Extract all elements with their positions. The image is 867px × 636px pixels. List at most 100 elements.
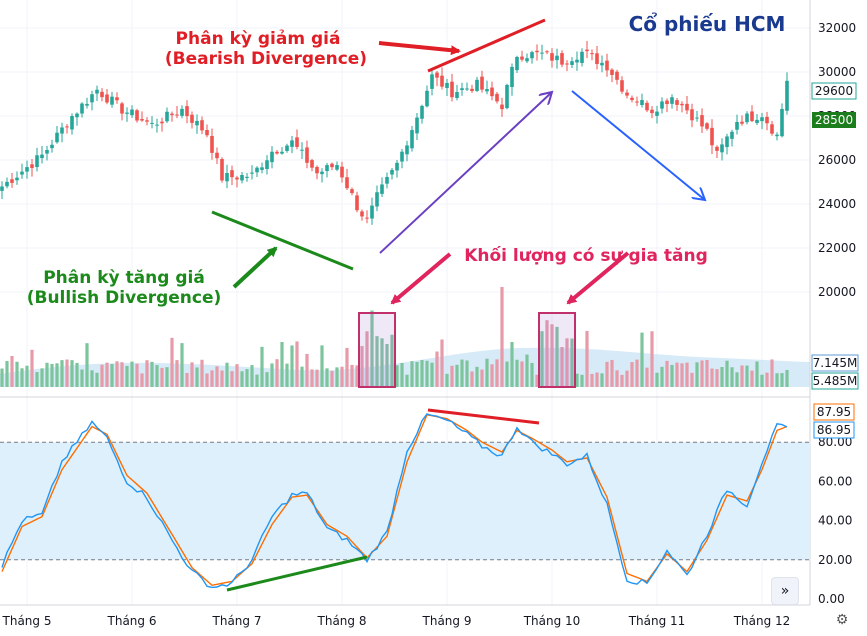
volume-bar bbox=[255, 374, 259, 387]
bearish-trendline bbox=[427, 18, 546, 73]
volume-bar bbox=[205, 373, 209, 387]
candle-body bbox=[430, 74, 434, 89]
volume-bars bbox=[0, 287, 810, 388]
x-tick-label: Tháng 12 bbox=[733, 614, 791, 628]
volume-bar bbox=[225, 362, 229, 387]
candle-body bbox=[75, 113, 79, 118]
volume-bar bbox=[630, 362, 634, 387]
volume-bar bbox=[610, 359, 614, 387]
volume-bar bbox=[715, 369, 719, 387]
volume-bar bbox=[5, 361, 9, 387]
volume-bar bbox=[575, 373, 579, 387]
volume-bar bbox=[650, 331, 654, 387]
candle-body bbox=[160, 121, 164, 124]
candle-body bbox=[325, 165, 329, 172]
candle-body bbox=[190, 114, 194, 123]
y-tick-label: 22000 bbox=[818, 241, 856, 255]
candle-body bbox=[250, 172, 254, 174]
volume-bar bbox=[605, 361, 609, 387]
volume-bar bbox=[740, 365, 744, 387]
candle-body bbox=[715, 146, 719, 151]
volume-bar bbox=[440, 339, 444, 387]
volume-bar bbox=[375, 336, 379, 387]
candle-body bbox=[110, 96, 114, 105]
candle-body bbox=[535, 50, 539, 53]
candle-body bbox=[195, 120, 199, 126]
volume-bar bbox=[210, 370, 214, 387]
volume-bar bbox=[580, 374, 584, 387]
candle-body bbox=[620, 80, 624, 92]
volume-bar bbox=[560, 347, 564, 387]
volume-bar bbox=[305, 353, 309, 387]
gear-icon[interactable]: ⚙ bbox=[835, 612, 849, 628]
volume-bar bbox=[485, 358, 489, 387]
volume-bar bbox=[475, 366, 479, 387]
candle-body bbox=[630, 97, 634, 101]
candle-body bbox=[605, 60, 609, 71]
volume-note-label: Khối lượng có sự gia tăng bbox=[464, 245, 708, 266]
volume-bar bbox=[665, 360, 669, 387]
volume-bar bbox=[480, 369, 484, 387]
volume-bar bbox=[365, 331, 369, 387]
bullish-trendline bbox=[211, 210, 354, 271]
volume-bar bbox=[645, 367, 649, 387]
candle-body bbox=[120, 103, 124, 114]
stoch-tick-label: 80.00 bbox=[818, 435, 852, 449]
candle-body bbox=[180, 108, 184, 116]
downtrend-arrow bbox=[571, 90, 705, 200]
candle-body bbox=[55, 132, 59, 143]
volume-bar bbox=[430, 362, 434, 387]
candle-body bbox=[320, 171, 324, 175]
volume-bar bbox=[330, 371, 334, 387]
candle-body bbox=[285, 145, 289, 151]
candle-body bbox=[335, 165, 339, 170]
candle-body bbox=[485, 89, 489, 92]
volume-bar bbox=[660, 366, 664, 387]
volume-bar bbox=[265, 372, 269, 387]
volume-bar bbox=[420, 360, 424, 387]
candle-body bbox=[625, 92, 629, 96]
volume-bar bbox=[730, 367, 734, 387]
volume-bar bbox=[410, 361, 414, 387]
candle-body bbox=[580, 51, 584, 63]
volume-bar bbox=[245, 369, 249, 387]
volume-bar bbox=[360, 346, 364, 387]
x-tick-label: Tháng 11 bbox=[628, 614, 686, 628]
volume-bar bbox=[85, 343, 89, 387]
candle-body bbox=[355, 195, 359, 211]
chevron-double-right-icon[interactable]: » bbox=[771, 577, 799, 605]
volume-bar bbox=[655, 372, 659, 387]
volume-bar bbox=[195, 367, 199, 387]
volume-highlight-box bbox=[358, 312, 396, 388]
candle-body bbox=[115, 97, 119, 101]
candle-body bbox=[175, 114, 179, 116]
volume-bar bbox=[125, 365, 129, 387]
volume-bar bbox=[585, 330, 589, 387]
volume-bar bbox=[460, 359, 464, 387]
y-tick-label: 32000 bbox=[818, 21, 856, 35]
candle-body bbox=[710, 127, 714, 146]
candle-body bbox=[500, 104, 504, 110]
stoch-tick-label: 20.00 bbox=[818, 553, 852, 567]
candle-body bbox=[645, 102, 649, 111]
candle-body bbox=[260, 167, 264, 170]
volume-bar bbox=[340, 366, 344, 387]
volume-bar bbox=[690, 372, 694, 387]
volume-bar bbox=[615, 370, 619, 387]
candle-body bbox=[240, 175, 244, 181]
volume-bar bbox=[75, 362, 79, 387]
candle-body bbox=[435, 72, 439, 78]
volume-bar bbox=[185, 373, 189, 387]
volume-bar bbox=[405, 374, 409, 387]
candle-body bbox=[740, 121, 744, 124]
candle-body bbox=[45, 149, 49, 154]
volume-bar bbox=[280, 341, 284, 387]
volume-bar bbox=[535, 374, 539, 387]
candle-body bbox=[30, 164, 34, 168]
bearish-stoch-line bbox=[427, 408, 540, 425]
volume-bar bbox=[55, 363, 59, 387]
candle-body bbox=[380, 184, 384, 194]
volume-bar bbox=[350, 364, 354, 387]
volume-bar bbox=[565, 338, 569, 387]
